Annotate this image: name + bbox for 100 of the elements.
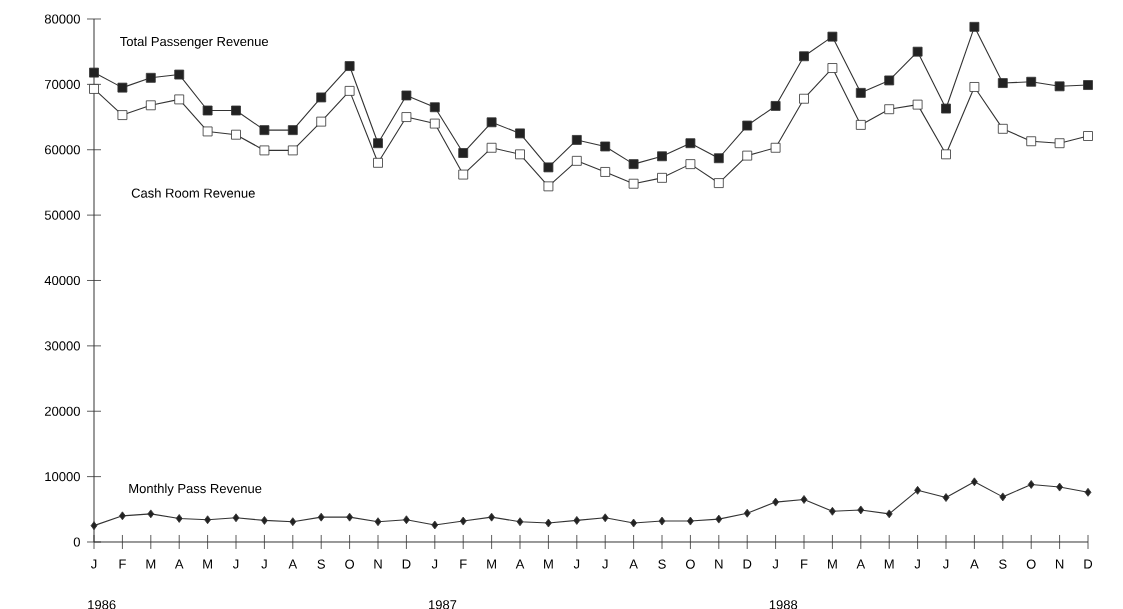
point — [657, 151, 667, 162]
point — [145, 72, 156, 83]
point — [941, 103, 951, 114]
point — [488, 512, 496, 522]
point — [685, 138, 696, 149]
point — [630, 518, 638, 528]
x-tick-label: J — [602, 559, 608, 569]
x-tick-label: A — [515, 559, 525, 569]
point — [429, 118, 440, 129]
point — [657, 172, 667, 183]
point — [942, 493, 950, 502]
point — [458, 169, 469, 180]
y-tick-label: 30000 — [44, 341, 80, 351]
x-tick-label: J — [772, 559, 778, 569]
point — [259, 125, 270, 136]
point — [89, 84, 99, 94]
point — [827, 31, 838, 42]
point — [316, 116, 327, 127]
point — [997, 78, 1008, 88]
x-tick-label: J — [431, 559, 438, 569]
point — [884, 104, 895, 115]
series-label: Monthly Pass Revenue — [129, 483, 262, 496]
point — [174, 94, 185, 105]
point — [855, 120, 866, 130]
point — [316, 92, 327, 103]
point — [545, 518, 552, 528]
point — [571, 155, 582, 166]
point — [1056, 482, 1063, 492]
point — [715, 514, 723, 524]
point — [486, 142, 497, 153]
x-tick-label: S — [999, 559, 1007, 569]
point — [713, 153, 724, 164]
x-tick-label: N — [1055, 559, 1064, 569]
x-tick-label: A — [970, 559, 979, 569]
point — [89, 67, 99, 78]
point — [628, 159, 639, 170]
point — [685, 159, 696, 170]
x-tick-label: N — [374, 559, 382, 569]
x-tick-label: D — [402, 559, 411, 569]
x-tick-label: O — [345, 559, 355, 569]
point — [1027, 480, 1035, 489]
point — [486, 117, 497, 128]
point — [1026, 136, 1037, 147]
point — [459, 516, 467, 526]
point — [231, 105, 241, 116]
point — [429, 102, 440, 113]
point — [770, 142, 781, 153]
x-tick-label: F — [460, 559, 467, 569]
point — [912, 46, 923, 57]
x-tick-label: M — [544, 559, 553, 569]
point — [912, 99, 923, 110]
point — [431, 520, 439, 530]
point — [515, 149, 525, 160]
point — [628, 178, 639, 189]
x-tick-label: J — [232, 559, 239, 569]
point — [1083, 80, 1093, 90]
x-tick-label: F — [801, 559, 808, 569]
y-tick-label: 20000 — [44, 406, 80, 416]
point — [401, 90, 412, 101]
point — [516, 517, 524, 527]
point — [175, 514, 183, 523]
point — [117, 82, 128, 93]
x-tick-label: J — [942, 559, 949, 569]
x-tick-label: M — [203, 559, 212, 569]
point — [119, 511, 126, 521]
point — [374, 517, 382, 527]
point — [800, 495, 808, 504]
x-tick-label: M — [828, 559, 837, 569]
point — [969, 21, 980, 32]
point — [458, 148, 469, 158]
x-tick-label: J — [90, 559, 97, 569]
point — [743, 508, 751, 518]
x-tick-label: N — [715, 559, 723, 569]
x-tick-label: S — [317, 559, 325, 569]
point — [232, 513, 240, 523]
x-tick-label: M — [487, 559, 496, 569]
point — [147, 509, 155, 519]
point — [799, 93, 809, 104]
y-tick-label: 70000 — [45, 79, 80, 89]
x-tick-label: M — [146, 559, 156, 569]
point — [289, 517, 297, 527]
x-tick-label: F — [119, 559, 126, 569]
y-tick-label: 10000 — [45, 472, 80, 482]
point — [346, 512, 354, 522]
x-tick-label: J — [261, 559, 267, 569]
point — [1026, 76, 1037, 87]
point — [543, 181, 554, 192]
point — [799, 51, 809, 62]
x-tick-label: D — [743, 559, 752, 569]
point — [287, 145, 298, 156]
point — [600, 167, 611, 177]
point — [687, 516, 694, 526]
point — [515, 128, 525, 139]
point — [827, 63, 838, 73]
x-tick-label: J — [914, 559, 920, 569]
x-tick-label: O — [685, 559, 695, 569]
point — [231, 129, 241, 140]
text: 1986 — [88, 600, 116, 609]
point — [969, 82, 980, 92]
y-tick-label: 0 — [73, 537, 80, 547]
